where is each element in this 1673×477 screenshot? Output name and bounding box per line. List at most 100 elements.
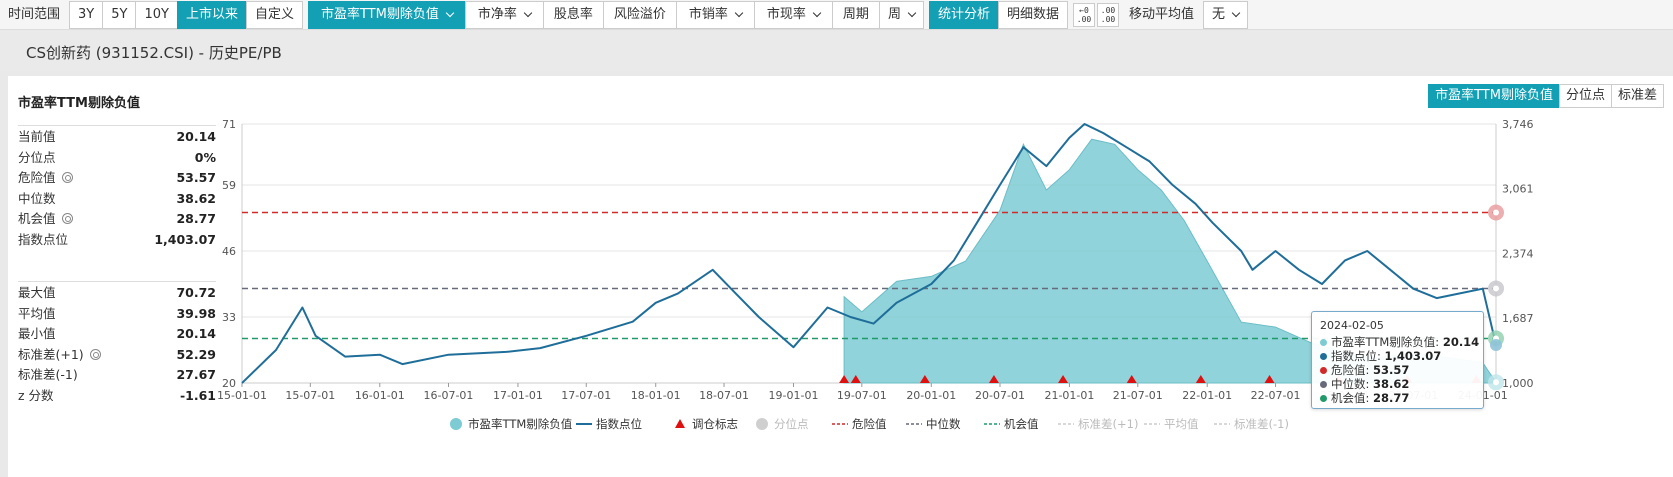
stat-row: 中位数 38.62 [18,189,216,210]
stat-value: 52.29 [176,346,216,362]
gear-icon[interactable] [61,213,73,225]
range-custom-button[interactable]: 自定义 [245,0,303,29]
tab-detail-data[interactable]: 明细数据 [997,0,1068,29]
range-3y-button[interactable]: 3Y [69,0,104,29]
chevron-down-icon [734,8,744,17]
pe-chart[interactable]: 71 59 46 33 20 3,746 3,061 2,374 1,687 1,000 15-01… [8,76,1673,477]
mode-stddev-button[interactable]: 标准差 [1610,84,1664,108]
stat-label-text: 分位点 [18,149,56,165]
stat-row: 指数点位 1,403.07 [18,230,216,251]
tooltip-row: 指数点位: 1,403.07 [1320,349,1475,363]
decimal-increase-button[interactable]: ←0.00 [1072,2,1095,27]
tooltip-row: 中位数: 38.62 [1320,377,1475,391]
range-5y-button[interactable]: 5Y [102,0,137,29]
stat-label: 标准差(+1) [18,345,101,366]
x-tick-label: 21-01-01 [1044,389,1094,402]
stat-label-text: 危险值 [18,170,56,186]
x-tick-label: 17-01-01 [493,389,543,402]
rebalance-marker [850,375,861,383]
moving-average-label: 移动平均值 [1128,6,1194,22]
x-tick-label: 16-07-01 [424,389,474,402]
stat-row: 最大值 70.72 [18,283,216,304]
y-left-tick: 20 [222,377,236,390]
x-tick-label: 20-01-01 [906,389,956,402]
legend-dot-icon [1320,381,1327,388]
stat-label: 标准差(-1) [18,365,78,386]
decimal-increase-icon: ←0 [1079,5,1089,15]
dividend-yield-button[interactable]: 股息率 [542,0,604,29]
rebalance-marker [1126,375,1137,383]
tooltip-row: 市盈率TTM剔除负值: 20.14 [1320,335,1479,349]
tab-stats-analysis[interactable]: 统计分析 [928,0,999,29]
pcf-dropdown[interactable]: 市现率 [753,0,833,29]
legend-opportunity-label: 机会值 [1004,417,1039,431]
x-tick-label: 22-01-01 [1182,389,1232,402]
stat-label: z 分数 [18,386,54,407]
decimal-decrease-button[interactable]: .00.00 [1096,2,1119,27]
stat-label-text: 最小值 [18,326,56,342]
stat-value: 70.72 [176,285,216,300]
stat-row: 危险值 53.57 [18,168,216,189]
risk-premium-button[interactable]: 风险溢价 [602,0,677,29]
y-right-tick: 1,687 [1502,312,1534,325]
rebalance-marker [1058,375,1069,383]
pe-ttm-dropdown[interactable]: 市盈率TTM剔除负值 [307,0,466,29]
gear-icon[interactable] [61,172,73,184]
period-dropdown[interactable]: 周 [878,0,924,29]
legend-percentile-label: 分位点 [774,417,809,431]
stat-label: 机会值 [18,209,73,230]
y-right-tick: 3,746 [1502,118,1534,131]
stat-row: z 分数 -1.61 [18,386,216,407]
tooltip-row: 机会值: 28.77 [1320,391,1475,405]
stat-label: 中位数 [18,189,56,210]
legend-std-minus-label: 标准差(-1) [1234,417,1289,431]
tooltip-value: 1,403.07 [1384,349,1442,363]
chevron-down-icon [445,8,455,17]
stats-group-summary: 最大值 70.72 平均值 39.98 最小值 20.14 标准差(+1) 52.29 标准差(… [18,281,216,407]
legend-percentile-icon [756,418,768,430]
ps-dropdown[interactable]: 市销率 [675,0,755,29]
tooltip-row: 危险值: 53.57 [1320,363,1475,377]
stat-label-text: 标准差(+1) [18,346,84,362]
x-tick-label: 15-07-01 [285,389,335,402]
x-tick-label: 22-07-01 [1251,389,1301,402]
stat-label-text: 中位数 [18,190,56,206]
stat-row: 最小值 20.14 [18,324,216,345]
x-tick-label: 20-07-01 [975,389,1025,402]
danger-end-marker-center [1493,209,1499,216]
moving-average-dropdown[interactable]: 无 [1203,0,1249,29]
stat-value: 1,403.07 [154,231,216,247]
stat-row: 分位点 0% [18,148,216,169]
stat-row: 标准差(-1) 27.67 [18,365,216,386]
y-left-tick: 46 [222,245,236,258]
range-since-listing-button[interactable]: 上市以来 [176,0,247,29]
legend-rebalance-label: 调仓标志 [692,417,738,431]
range-10y-button[interactable]: 10Y [135,0,178,29]
stat-row: 当前值 20.14 [18,127,216,148]
chevron-down-icon [907,8,917,17]
page-header: CS创新药 (931152.CSI) - 历史PE/PB [0,31,1673,71]
y-left-tick: 71 [222,118,236,131]
stat-label-text: 平均值 [18,305,56,321]
x-tick-label: 21-07-01 [1113,389,1163,402]
gear-icon[interactable] [89,348,101,360]
legend-danger-label: 危险值 [852,417,887,431]
stat-label: 最大值 [18,283,56,304]
stat-label-text: 最大值 [18,285,56,300]
stat-value: 28.77 [176,211,216,227]
y-left-tick: 59 [222,179,236,192]
pb-label: 市净率 [477,6,517,22]
stat-value: 0% [194,149,216,165]
stats-group-current: 当前值 20.14 分位点 0% 危险值 53.57 中位数 38.62 机会值 28.77 指数点… [18,125,216,251]
period-label: 周期 [831,0,880,29]
stat-label: 当前值 [18,127,56,148]
legend-dot-icon [1320,339,1327,346]
chevron-down-icon [1231,8,1241,17]
toolbar: 时间范围 3Y 5Y 10Y 上市以来 自定义 市盈率TTM剔除负值 市净率 股… [0,0,1673,30]
pb-dropdown[interactable]: 市净率 [464,0,544,29]
tooltip-label: 指数点位: [1331,349,1381,363]
decimal-increase-label: .00 [1076,14,1092,24]
x-tick-label: 18-01-01 [631,389,681,402]
median-end-marker-center [1493,285,1499,292]
stat-label: 指数点位 [18,230,68,251]
